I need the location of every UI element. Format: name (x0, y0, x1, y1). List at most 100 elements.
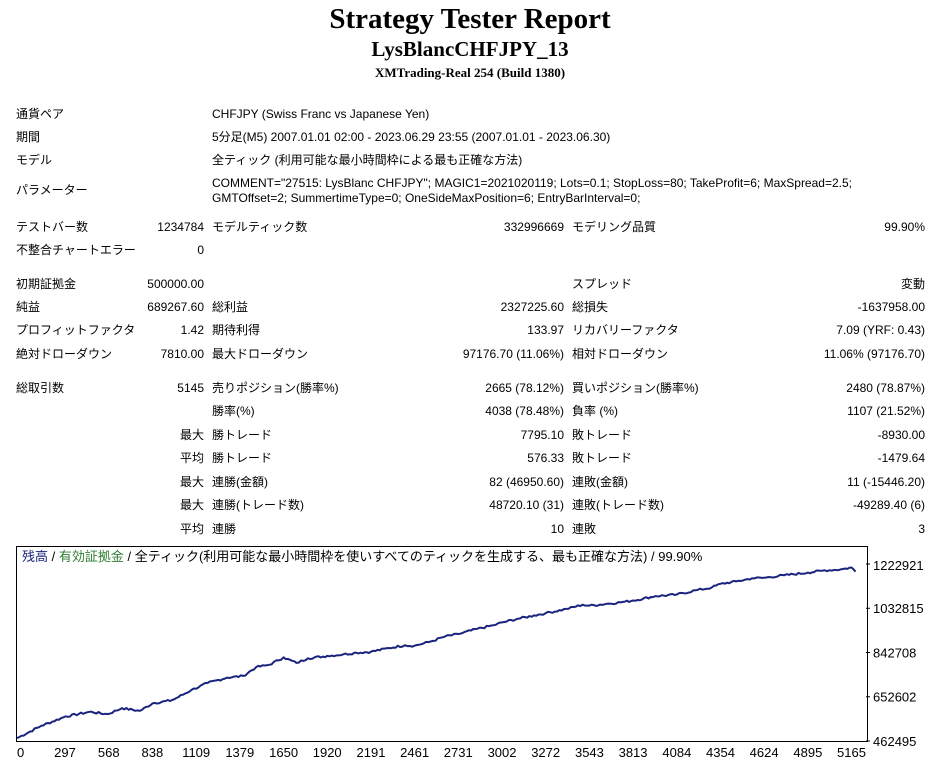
y-tick-label: 1222921 (873, 558, 924, 573)
params-label: パラメーター (16, 183, 88, 197)
x-tick-label: 4624 (750, 745, 779, 760)
y-tick-label: 652602 (873, 690, 916, 705)
x-tick-label: 3543 (575, 745, 604, 760)
quality-value: 99.90% (884, 220, 925, 234)
avg-cons-wins-value: 10 (550, 522, 564, 536)
model-value: 全ティック (利用可能な最小時間枠による最も正確な方法) (212, 153, 523, 167)
pair-value: CHFJPY (Swiss Franc vs Japanese Yen) (212, 107, 430, 121)
pf-value: 1.42 (180, 323, 204, 337)
long-value: 2480 (78.87%) (846, 381, 925, 395)
x-tick-label: 2461 (400, 745, 429, 760)
bars-label: テストバー数 (16, 220, 89, 234)
quality-label: モデリング品質 (572, 220, 657, 234)
trades-value: 5145 (177, 381, 204, 395)
x-tick-label: 4084 (662, 745, 691, 760)
bars-value: 1234784 (157, 220, 204, 234)
max-cons-losses-label: 連敗(金額) (572, 475, 628, 489)
x-tick-label: 2191 (357, 745, 386, 760)
mismatch-label: 不整合チャートエラー (16, 243, 136, 257)
x-tick-label: 4895 (793, 745, 822, 760)
gross-loss-label: 総損失 (572, 300, 609, 314)
max-cons-profit-label: 連勝(トレード数) (212, 498, 304, 512)
y-tick-label: 462495 (873, 734, 916, 749)
loss-rate-value: 1107 (21.52%) (847, 404, 925, 418)
abs-dd-value: 7810.00 (160, 347, 204, 361)
payoff-label: 期待利得 (212, 323, 261, 337)
avg-label: 平均 (180, 451, 205, 465)
max-cons-wins-label: 連勝(金額) (212, 475, 268, 489)
legend-sep-1: / (48, 549, 59, 564)
max-label-2: 最大 (180, 475, 205, 489)
short-label: 売りポジション(勝率%) (212, 381, 339, 395)
gross-profit-value: 2327225.60 (500, 300, 564, 314)
max-cons-loss-value: -49289.40 (6) (852, 498, 925, 512)
x-tick-label: 3813 (619, 745, 648, 760)
chart-legend: 残高 / 有効証拠金 / 全ティック(利用可能な最小時間枠を使いすべてのティック… (22, 549, 702, 565)
x-tick-label: 2731 (444, 745, 473, 760)
long-label: 買いポジション(勝率%) (572, 381, 699, 395)
net-value: 689267.60 (147, 300, 204, 314)
trades-label: 総取引数 (16, 381, 65, 395)
ticks-label: モデルティック数 (212, 220, 308, 234)
x-tick-label: 4354 (706, 745, 735, 760)
max-cons-wins-value: 82 (46950.60) (489, 475, 564, 489)
avg-win-value: 576.33 (527, 451, 564, 465)
x-tick-label: 568 (98, 745, 120, 760)
balance-series-line (16, 566, 857, 740)
win-rate-label: 勝率(%) (212, 404, 255, 418)
x-tick-label: 3002 (488, 745, 517, 760)
loss-rate-label: 負率 (%) (572, 404, 618, 418)
largest-loss-label: 敗トレード (572, 428, 633, 442)
recovery-label: リカバリーファクタ (572, 323, 679, 337)
x-tick-label: 3272 (531, 745, 560, 760)
avg-loss-label: 敗トレード (572, 451, 633, 465)
period-value: 5分足(M5) 2007.01.01 02:00 - 2023.06.29 23… (212, 130, 611, 144)
mismatch-value: 0 (197, 243, 204, 257)
x-tick-label: 5165 (837, 745, 866, 760)
spread-label: スプレッド (572, 277, 633, 291)
legend-description: 全ティック(利用可能な最小時間枠を使いすべてのティックを生成する、最も正確な方法… (134, 549, 703, 564)
largest-loss-value: -8930.00 (877, 428, 925, 442)
x-tick-label: 0 (17, 745, 24, 760)
x-tick-label: 1920 (313, 745, 342, 760)
rel-dd-label: 相対ドローダウン (572, 347, 669, 361)
max-cons-loss-label: 連敗(トレード数) (572, 498, 664, 512)
net-label: 純益 (16, 300, 41, 314)
x-tick-label: 1650 (269, 745, 298, 760)
x-tick-label: 838 (142, 745, 164, 760)
deposit-label: 初期証拠金 (16, 277, 77, 291)
deposit-value: 500000.00 (147, 277, 204, 291)
server-build: XMTrading-Real 254 (Build 1380) (374, 65, 566, 80)
legend-sep-2: / (123, 549, 135, 564)
x-tick-label: 1109 (182, 745, 210, 760)
largest-win-value: 7795.10 (520, 428, 564, 442)
period-label: 期間 (16, 130, 41, 144)
model-label: モデル (16, 153, 53, 167)
spread-value: 変動 (900, 277, 925, 291)
pair-label: 通貨ペア (16, 107, 65, 121)
max-cons-losses-value: 11 (-15446.20) (847, 475, 925, 489)
ea-name: LysBlancCHFJPY_13 (371, 37, 569, 61)
ticks-value: 332996669 (503, 220, 564, 234)
legend-equity: 有効証拠金 (58, 549, 124, 564)
y-tick-label: 842708 (873, 646, 916, 661)
avg-label-2: 平均 (180, 522, 205, 536)
avg-cons-losses-label: 連敗 (572, 522, 597, 536)
short-value: 2665 (78.12%) (485, 381, 564, 395)
balance-chart-frame (16, 546, 868, 742)
report-title: Strategy Tester Report (329, 3, 611, 35)
gross-loss-value: -1637958.00 (857, 300, 925, 314)
max-label-3: 最大 (180, 498, 205, 512)
recovery-value: 7.09 (YRF: 0.43) (836, 323, 925, 337)
max-dd-label: 最大ドローダウン (212, 347, 309, 361)
payoff-value: 133.97 (527, 323, 564, 337)
avg-loss-value: -1479.64 (877, 451, 925, 465)
params-line-2: GMTOffset=2; SummertimeType=0; OneSideMa… (212, 191, 641, 205)
x-tick-label: 297 (54, 745, 76, 760)
params-line-1: COMMENT="27515: LysBlanc CHFJPY"; MAGIC1… (212, 176, 852, 190)
abs-dd-label: 絶対ドローダウン (16, 347, 113, 361)
y-tick-label: 1032815 (873, 601, 924, 616)
gross-profit-label: 総利益 (212, 300, 249, 314)
avg-win-label: 勝トレード (212, 451, 273, 465)
win-rate-value: 4038 (78.48%) (485, 404, 564, 418)
